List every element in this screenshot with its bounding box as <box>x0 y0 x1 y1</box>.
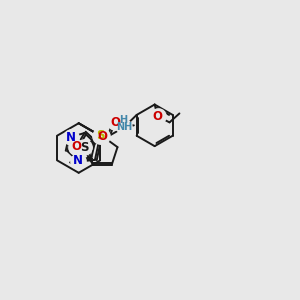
Text: N: N <box>73 154 83 167</box>
Text: NH: NH <box>116 122 132 132</box>
Text: O: O <box>153 110 163 123</box>
Text: S: S <box>80 141 88 154</box>
Text: O: O <box>98 130 107 143</box>
Text: O: O <box>71 140 82 153</box>
Text: O: O <box>110 116 120 129</box>
Text: H: H <box>119 116 127 125</box>
Text: S: S <box>96 129 104 142</box>
Text: N: N <box>66 131 76 144</box>
